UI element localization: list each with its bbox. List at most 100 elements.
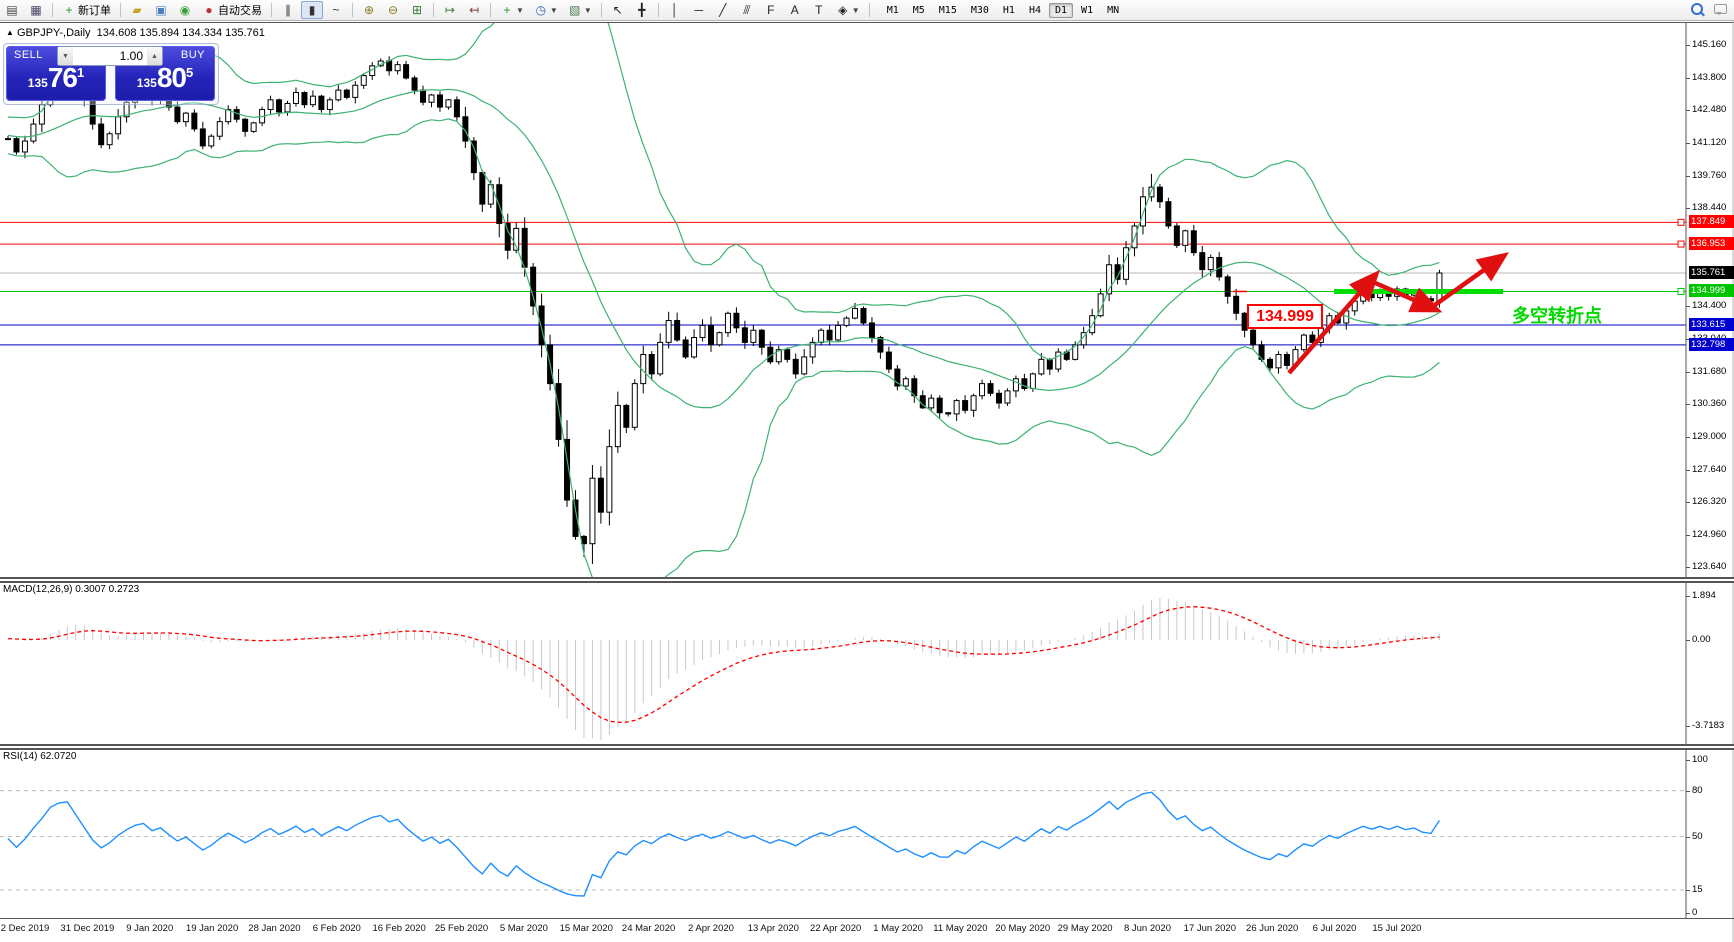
date-label: 11 May 2020 [933, 923, 988, 934]
rsi-tick: 80 [1692, 784, 1703, 796]
trendline-icon-glyph: ╱ [719, 3, 727, 17]
chart-candles-icon-glyph: ▮ [308, 3, 316, 17]
date-label: 8 Jun 2020 [1123, 923, 1171, 934]
crosshair-icon[interactable]: ╋ [631, 1, 653, 19]
autotrading-button[interactable]: ● 自动交易 [198, 1, 266, 19]
turning-point-note[interactable]: 多空转折点 [1512, 306, 1602, 326]
text-icon[interactable]: A [784, 1, 806, 19]
chart-bars-icon[interactable]: ∥ [277, 1, 299, 19]
timeframe-mn[interactable]: MN [1107, 4, 1120, 16]
channel-icon[interactable]: ⫻ [736, 1, 758, 19]
tile-windows-icon[interactable]: ⊞ [406, 1, 428, 19]
arrows-button[interactable]: ◈ ▼ [832, 1, 864, 19]
timeframe-m15[interactable]: M15 [938, 4, 957, 16]
volume-input[interactable] [73, 47, 147, 65]
timeframe-h4[interactable]: H4 [1028, 4, 1041, 16]
toolbar-separator [352, 3, 353, 17]
zoom-out-icon-glyph: ⊖ [387, 3, 399, 17]
channel-icon-glyph: ⫻ [743, 3, 751, 17]
timeframe-h1[interactable]: H1 [1002, 4, 1015, 16]
ohlc-quote: 134.608 135.894 134.334 135.761 [96, 27, 265, 39]
chart-candles-icon[interactable]: ▮ [301, 1, 323, 19]
timeframe-group: M1 M5 M15 M30 H1 H4 D1 W1 MN [880, 2, 1126, 18]
price-tick: 142.480 [1692, 104, 1727, 115]
toolbar: ▤ ▦ + 新订单 ▰ ▣ ◉ ● 自动交易 ∥ ▮ ~ ⊕ ⊖ ⊞ ↦ ↤ + ▼ ◷ ▼ ▧ ▼ ↖ ╋ │ ─ ╱ ⫻ F A T ◈ ▼ M… [0, 0, 1734, 21]
horizontal-line-icon[interactable]: ─ [688, 1, 710, 19]
new-order-button[interactable]: + 新订单 [58, 1, 115, 19]
chevron-down-icon: ▼ [516, 5, 524, 15]
zoom-out-icon[interactable]: ⊖ [382, 1, 404, 19]
autotrading-glyph: ● [205, 3, 213, 17]
toolbar-separator [490, 3, 491, 17]
date-axis-border [0, 918, 1734, 919]
indicators-glyph: + [503, 3, 511, 17]
periods-button[interactable]: ◷ ▼ [530, 1, 562, 19]
date-label: 22 Apr 2020 [810, 923, 862, 934]
tile-windows-icon-glyph: ⊞ [411, 3, 423, 17]
zoom-in-icon[interactable]: ⊕ [358, 1, 380, 19]
date-label: 16 Feb 2020 [372, 923, 426, 934]
templates-glyph: ▧ [569, 3, 581, 17]
date-label: 29 May 2020 [1057, 923, 1113, 934]
fibonacci-icon[interactable]: F [760, 1, 782, 19]
indicators-button[interactable]: + ▼ [496, 1, 528, 19]
metaeditor-icon[interactable]: ▣ [150, 1, 172, 19]
market-book-icon[interactable]: ▰ [126, 1, 148, 19]
date-label: 6 Jul 2020 [1312, 923, 1357, 934]
auto-scroll-icon[interactable]: ↦ [439, 1, 461, 19]
date-label: 5 Mar 2020 [499, 923, 548, 934]
rsi-splitter[interactable] [0, 744, 1734, 750]
price-tick: 123.640 [1692, 560, 1727, 572]
timeframe-m30[interactable]: M30 [970, 4, 989, 16]
chevron-down-icon: ▼ [583, 5, 592, 15]
chevron-down-icon: ▼ [851, 5, 860, 15]
price-callout[interactable]: 134.999 [1247, 304, 1323, 329]
chart-window: ▲ GBPJPY-,Daily 134.608 135.894 134.334 … [0, 21, 1734, 942]
new-order-glyph: + [65, 3, 73, 17]
label-icon[interactable]: T [808, 1, 830, 19]
trendline-icon[interactable]: ╱ [712, 1, 734, 19]
price-tick: 124.960 [1692, 528, 1727, 540]
toolbar-separator [271, 3, 272, 17]
date-label: 24 Mar 2020 [621, 923, 676, 934]
chart-top-border [0, 22, 1734, 23]
buy-label: BUY [180, 49, 205, 61]
rsi-tick: 100 [1692, 754, 1708, 765]
price-tick: 131.680 [1692, 365, 1727, 377]
timeframe-w1[interactable]: W1 [1081, 4, 1094, 16]
date-label: 2 Apr 2020 [687, 923, 734, 934]
buy-price: 135805 [136, 62, 194, 93]
signals-icon[interactable]: ◉ [174, 1, 196, 19]
autotrading-button-label: 自动交易 [218, 5, 262, 17]
price-tick: 145.160 [1692, 39, 1727, 50]
window-list-icon[interactable]: ▤ [1, 1, 23, 19]
timeframe-m1[interactable]: M1 [886, 4, 899, 16]
macd-tick: 0.00 [1692, 634, 1711, 645]
date-label: 13 Apr 2020 [747, 923, 799, 934]
date-label: 15 Jul 2020 [1372, 923, 1422, 934]
cursor-icon[interactable]: ↖ [607, 1, 629, 19]
volume-increase-button[interactable]: ▲ [147, 47, 162, 65]
macd-splitter[interactable] [0, 577, 1734, 583]
date-label: 26 Jun 2020 [1246, 923, 1299, 934]
chart-shift-icon[interactable]: ↤ [463, 1, 485, 19]
templates-button[interactable]: ▧ ▼ [564, 1, 596, 19]
vertical-line-icon[interactable]: │ [664, 1, 686, 19]
chart-preview-icon[interactable]: ▦ [25, 1, 47, 19]
macd-label: MACD(12,26,9) 0.3007 0.2723 [3, 584, 140, 595]
search-icon[interactable] [1690, 2, 1705, 17]
volume-box: ▼ ▲ [57, 46, 163, 66]
level-price-label: 133.615 [1689, 318, 1734, 332]
one-click-trading-panel: SELL 135761 BUY 135805 ▼ ▲ [3, 43, 219, 105]
timeframe-d1[interactable]: D1 [1049, 2, 1074, 18]
fibonacci-icon-glyph: F [767, 3, 775, 17]
volume-decrease-button[interactable]: ▼ [58, 47, 73, 65]
arrows-glyph: ◈ [838, 3, 848, 17]
rsi-tick: 50 [1692, 830, 1703, 842]
chart-line-icon[interactable]: ~ [325, 1, 347, 19]
timeframe-m5[interactable]: M5 [912, 4, 925, 16]
chart-canvas[interactable] [0, 21, 1734, 942]
macd-tick: -3.7183 [1692, 719, 1725, 731]
chat-icon[interactable] [1713, 2, 1728, 17]
